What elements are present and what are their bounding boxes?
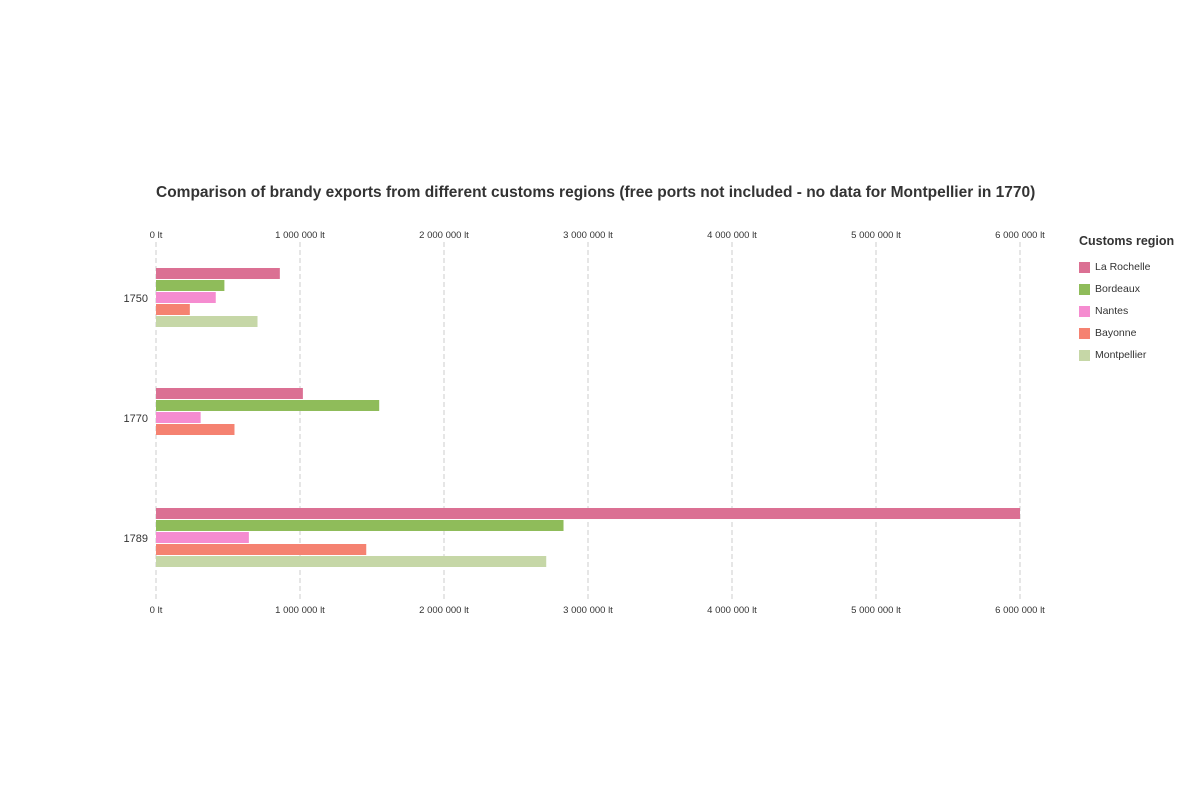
bar [156,424,235,435]
y-tick-label: 1770 [124,413,148,425]
x-tick-label-bottom: 1 000 000 lt [275,605,325,616]
bar [156,412,201,423]
x-tick-label-top: 6 000 000 lt [995,230,1045,241]
x-tick-label-bottom: 5 000 000 lt [851,605,901,616]
bar [156,544,367,555]
bar [156,556,547,567]
x-tick-label-top: 2 000 000 lt [419,230,469,241]
legend-label: Bordeaux [1095,283,1140,295]
x-tick-label-bottom: 3 000 000 lt [563,605,613,616]
legend-swatch [1079,261,1090,273]
chart-title: Comparison of brandy exports from differ… [156,184,1036,201]
legend-item: Montpellier [1079,344,1200,366]
x-tick-label-top: 5 000 000 lt [851,230,901,241]
bar [156,280,225,291]
x-tick-label-bottom: 0 lt [150,605,163,616]
bar [156,400,380,411]
y-tick-label: 1789 [124,533,148,545]
bar [156,508,1020,519]
bar [156,316,258,327]
legend-item: Bordeaux [1079,278,1200,300]
legend-item: La Rochelle [1079,256,1200,278]
x-tick-label-bottom: 4 000 000 lt [707,605,757,616]
x-axis-bottom: 0 lt 1 000 000 lt 2 000 000 lt 3 000 000 lt… [150,605,1046,616]
legend-item: Bayonne [1079,322,1200,344]
legend-label: Montpellier [1095,349,1147,361]
bar [156,532,249,543]
x-tick-label-top: 4 000 000 lt [707,230,757,241]
bar [156,268,280,279]
legend-item: Nantes [1079,300,1200,322]
bar [156,292,216,303]
x-tick-label-top: 1 000 000 lt [275,230,325,241]
x-tick-label-bottom: 6 000 000 lt [995,605,1045,616]
legend-swatch [1079,349,1090,361]
legend: Customs region La Rochelle Bordeaux Nantes… [1079,234,1200,366]
x-tick-label-bottom: 2 000 000 lt [419,605,469,616]
bar [156,304,190,315]
x-tick-label-top: 0 lt [150,230,163,241]
y-axis: 1750 1770 1789 [124,293,148,545]
legend-swatch [1079,305,1090,317]
legend-label: Bayonne [1095,327,1137,339]
legend-swatch [1079,327,1090,339]
legend-swatch [1079,283,1090,295]
bar [156,520,564,531]
legend-title: Customs region [1079,234,1175,248]
bar [156,388,303,399]
x-tick-label-top: 3 000 000 lt [563,230,613,241]
legend-label: Nantes [1095,305,1129,317]
y-tick-label: 1750 [124,293,148,305]
bars [156,268,1020,567]
legend-label: La Rochelle [1095,261,1151,273]
legend-items: La Rochelle Bordeaux Nantes Bayonne Montpell… [1079,256,1200,366]
x-axis-top: 0 lt 1 000 000 lt 2 000 000 lt 3 000 000 lt… [150,230,1046,241]
